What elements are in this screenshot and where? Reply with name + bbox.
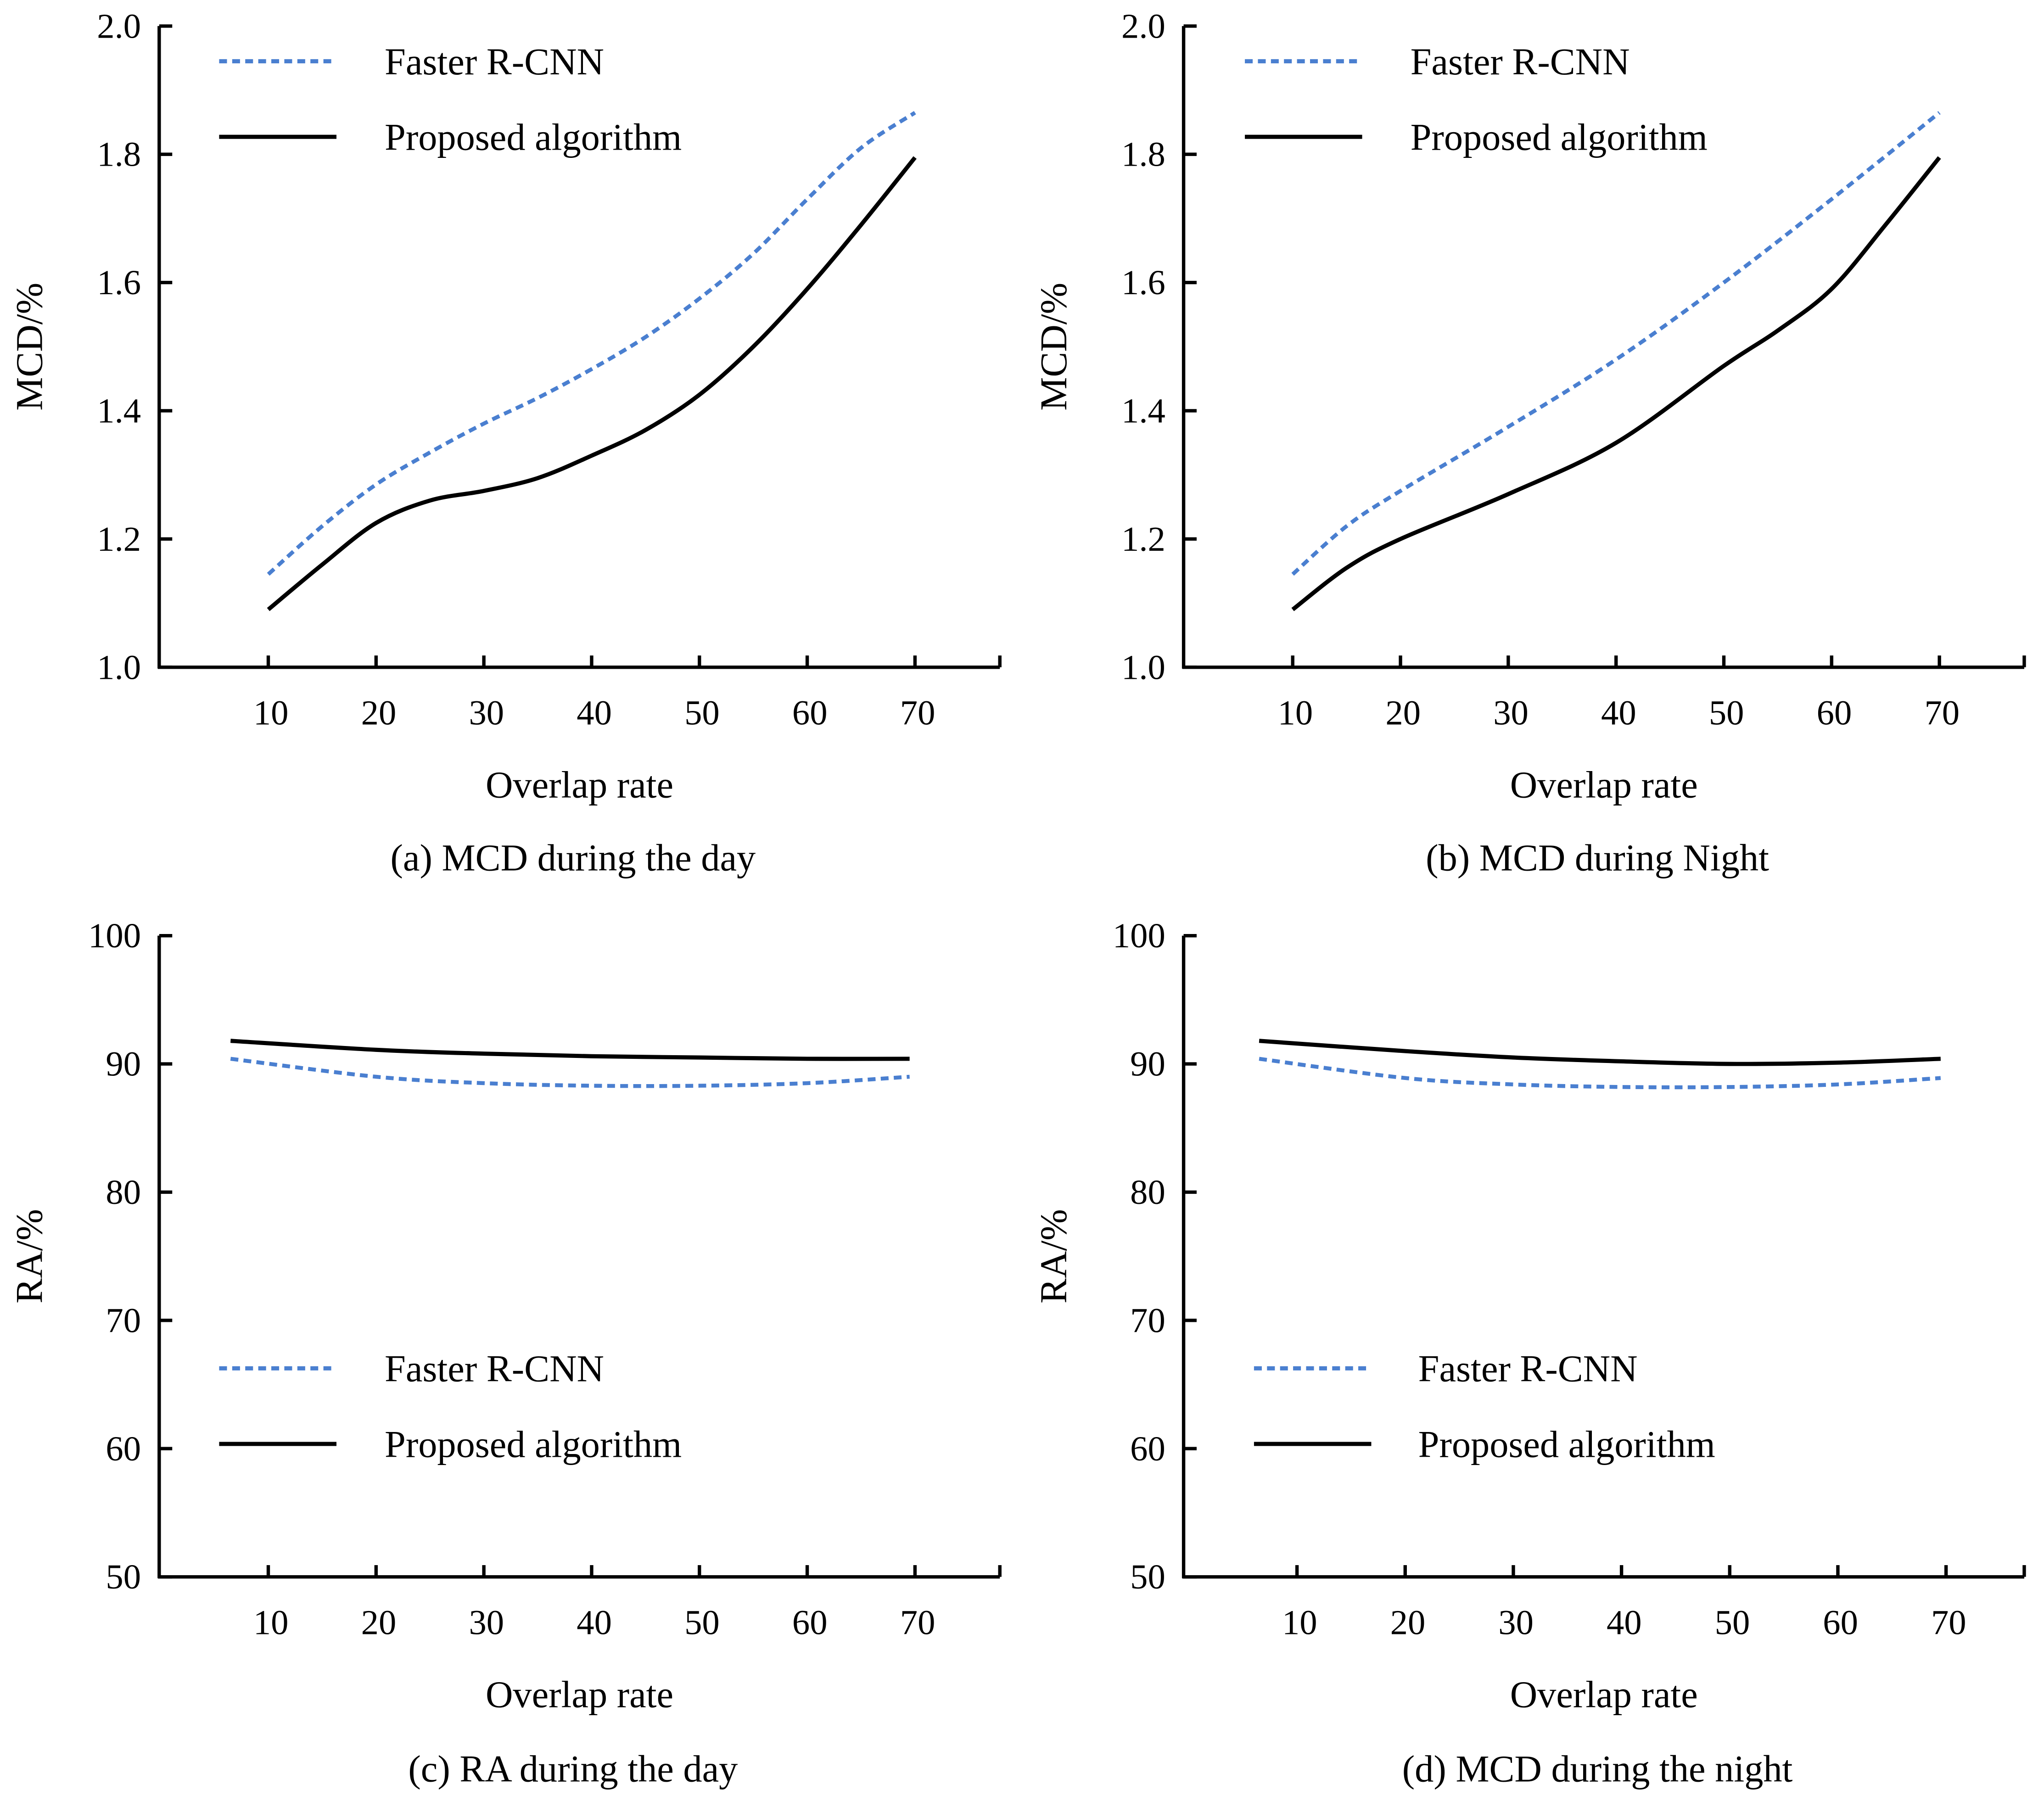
x-axis-label: Overlap rate [1510,1674,1698,1716]
y-tick-label: 80 [106,1173,141,1212]
y-axis-label: RA/% [1033,1209,1075,1303]
series-line-faster-rcnn [230,1057,910,1088]
panel-caption: (a) MCD during the day [391,837,756,879]
y-tick-label: 1.0 [97,648,141,687]
y-tick-label: 60 [1130,1429,1165,1468]
x-tick-label: 50 [684,694,720,733]
y-axis-label: RA/% [8,1209,50,1303]
x-tick-label: 50 [1709,694,1744,733]
legend-label: Proposed algorithm [1418,1423,1715,1465]
x-tick-label: 60 [1817,694,1852,733]
y-tick-label: 70 [1130,1301,1165,1340]
x-tick-label: 10 [253,1603,289,1642]
y-tick-label: 1.4 [97,392,141,431]
y-tick-label: 1.8 [97,135,141,174]
x-tick-label: 60 [792,694,828,733]
legend-label: Proposed algorithm [385,117,682,158]
y-tick-label: 1.6 [1121,263,1165,302]
chart-panel-a: 1.0 1.2 1.4 1.6 1.8 2.0 10 20 30 40 50 60 70 Overlap … [8,6,1002,879]
x-tick-label: 60 [792,1603,828,1642]
x-tick-label: 50 [1715,1603,1750,1642]
x-axis-label: Overlap rate [486,1674,673,1716]
y-tick-label: 2.0 [97,6,141,45]
x-tick-label: 40 [1607,1603,1642,1642]
x-tick-label: 20 [361,1603,397,1642]
legend-label: Proposed algorithm [385,1423,682,1465]
legend-label: Faster R-CNN [1411,41,1630,83]
y-tick-label: 100 [1113,916,1165,955]
y-tick-label: 2.0 [1121,6,1165,45]
x-tick-label: 20 [1385,694,1421,733]
y-tick-label: 60 [106,1429,141,1468]
y-tick-label: 1.2 [97,520,141,559]
x-tick-label: 20 [361,694,397,733]
legend-label: Faster R-CNN [1418,1348,1638,1390]
legend-label: Faster R-CNN [385,41,604,83]
x-tick-label: 30 [469,1603,504,1642]
x-tick-label: 20 [1390,1603,1426,1642]
chart-panel-b: 1.0 1.2 1.4 1.6 1.8 2.0 10 20 30 40 50 60 70 Overlap … [1033,6,2026,879]
x-axis-label: Overlap rate [486,764,673,806]
y-tick-label: 50 [106,1557,141,1596]
y-tick-label: 1.4 [1121,392,1165,431]
y-tick-label: 100 [88,916,141,955]
y-tick-label: 1.0 [1121,648,1165,687]
y-tick-label: 90 [106,1045,141,1084]
y-tick-label: 70 [106,1301,141,1340]
panel-caption: (c) RA during the day [408,1748,738,1790]
x-tick-label: 40 [1601,694,1636,733]
chart-panel-c: 50 60 70 80 90 100 10 20 30 40 50 60 70 Overlap rate R… [8,916,1002,1790]
y-tick-label: 80 [1130,1173,1165,1212]
x-tick-label: 10 [253,694,289,733]
series-line-proposed [1259,1039,1941,1066]
x-tick-label: 70 [900,694,935,733]
x-tick-label: 30 [1498,1603,1534,1642]
x-tick-label: 60 [1823,1603,1858,1642]
panel-caption: (b) MCD during Night [1426,837,1769,879]
x-tick-label: 30 [469,694,504,733]
chart-panel-d: 50 60 70 80 90 100 10 20 30 40 50 60 70 Overlap rate R… [1033,916,2026,1790]
series-line-faster-rcnn [267,111,916,576]
series-line-faster-rcnn [1259,1057,1941,1090]
series-line-faster-rcnn [1291,111,1941,576]
y-tick-label: 1.6 [97,263,141,302]
x-tick-label: 70 [1924,694,1960,733]
x-tick-label: 10 [1282,1603,1317,1642]
x-tick-label: 40 [577,1603,612,1642]
y-axis-label: MCD/% [1033,283,1075,411]
y-tick-label: 90 [1130,1045,1165,1084]
legend-label: Faster R-CNN [385,1348,604,1390]
x-tick-label: 10 [1278,694,1313,733]
x-axis-label: Overlap rate [1510,764,1698,806]
panel-caption: (d) MCD during the night [1402,1748,1793,1790]
x-tick-label: 30 [1493,694,1529,733]
x-tick-label: 70 [900,1603,935,1642]
series-line-proposed [267,156,917,611]
y-tick-label: 1.8 [1121,135,1165,174]
y-axis-label: MCD/% [8,283,50,411]
y-tick-label: 50 [1130,1557,1165,1596]
y-tick-label: 1.2 [1121,520,1165,559]
x-tick-label: 40 [577,694,612,733]
series-line-proposed [1291,156,1941,611]
series-line-proposed [230,1039,910,1061]
x-tick-label: 70 [1931,1603,1966,1642]
x-tick-label: 50 [684,1603,720,1642]
legend-label: Proposed algorithm [1411,117,1708,158]
